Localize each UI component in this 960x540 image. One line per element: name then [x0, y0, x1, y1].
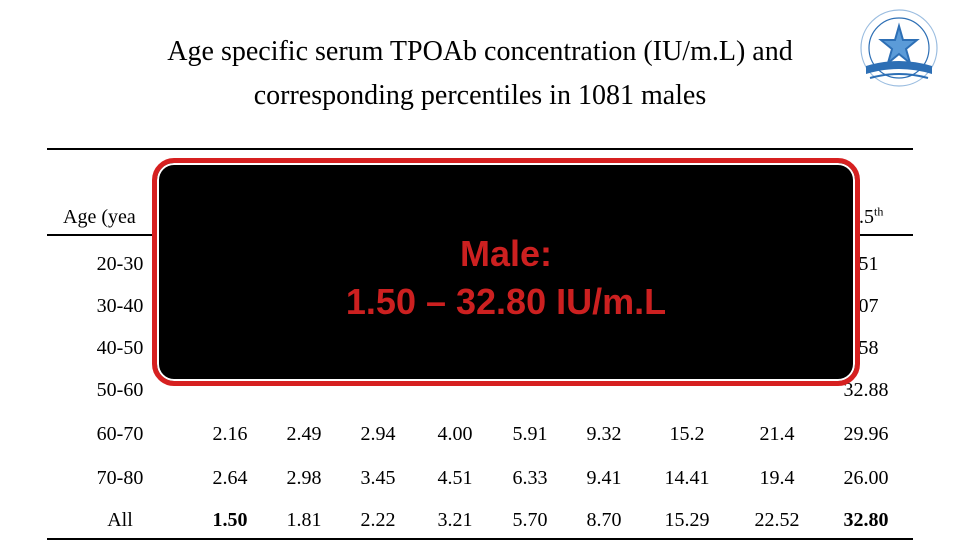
table-cell-value: 29.96 [843, 423, 889, 445]
header-percentile-last: .5th [859, 204, 884, 229]
header-percentile-sup: th [874, 204, 884, 219]
table-row: 50-60 32.88 [0, 370, 960, 410]
table-cell-value: 2.98 [286, 467, 322, 489]
overlay-line-1: Male: [459, 233, 553, 274]
table-row: 60-70 2.16 2.49 2.94 4.00 5.91 9.32 15.2 21.4 29.… [0, 414, 960, 454]
table-cell-value: 3.45 [360, 467, 396, 489]
table-cell-value: 1.81 [286, 509, 322, 531]
title-line-2: corresponding percentiles in 1081 males [253, 80, 707, 111]
table-cell-age: 60-70 [96, 423, 144, 445]
table-row: All 1.50 1.81 2.22 3.21 5.70 8.70 15.29 22.52 32.… [0, 500, 960, 540]
title-line-1: Age specific serum TPOAb concentration (… [167, 36, 793, 67]
slide-title: Age specific serum TPOAb concentration (… [0, 30, 960, 118]
table-cell-value: 9.32 [586, 423, 622, 445]
table-cell-value: 2.22 [360, 509, 396, 531]
table-cell-value: 32.88 [843, 379, 889, 401]
table-cell-age: 40-50 [96, 337, 144, 359]
table-cell-value: 2.64 [212, 467, 248, 489]
overlay-text: Male: 1.50 – 32.80 IU/m.L [152, 230, 860, 326]
table-cell-value: 2.94 [360, 423, 396, 445]
table-cell-age: 30-40 [96, 295, 144, 317]
table-cell-value: 15.2 [669, 423, 705, 445]
table-cell-value: 1.50 [212, 509, 248, 531]
table-top-rule [47, 148, 913, 150]
table-cell-value: 9.41 [586, 467, 622, 489]
table-cell-age: 20-30 [96, 253, 144, 275]
table-row: 70-80 2.64 2.98 3.45 4.51 6.33 9.41 14.41 19.4 26… [0, 458, 960, 498]
header-percentile-last-text: .5 [859, 206, 874, 228]
table-cell-age: All [107, 509, 133, 531]
overlay-line-2: 1.50 – 32.80 IU/m.L [345, 281, 667, 322]
table-cell-value: 5.70 [512, 509, 548, 531]
table-cell-value: 15.29 [664, 509, 710, 531]
table-cell-value: 4.51 [437, 467, 473, 489]
table-cell-age: 70-80 [96, 467, 144, 489]
table-cell-value: 32.80 [843, 509, 889, 531]
table-cell-value: 14.41 [664, 467, 710, 489]
table-cell-value: 4.00 [437, 423, 473, 445]
table-cell-value: 2.49 [286, 423, 322, 445]
table-cell-value: 5.91 [512, 423, 548, 445]
table-cell-value: 8.70 [586, 509, 622, 531]
table-cell-value: 3.21 [437, 509, 473, 531]
table-cell-age: 50-60 [96, 379, 144, 401]
table-cell-value: 6.33 [512, 467, 548, 489]
table-cell-value: 21.4 [759, 423, 795, 445]
header-age: Age (yea [63, 206, 136, 228]
table-cell-value: 22.52 [754, 509, 800, 531]
table-cell-value: 26.00 [843, 467, 889, 489]
highlight-overlay-box [152, 158, 860, 386]
university-emblem-icon [860, 9, 938, 87]
table-cell-value: 2.16 [212, 423, 248, 445]
table-bottom-rule [47, 538, 913, 540]
table-cell-value: 19.4 [759, 467, 795, 489]
